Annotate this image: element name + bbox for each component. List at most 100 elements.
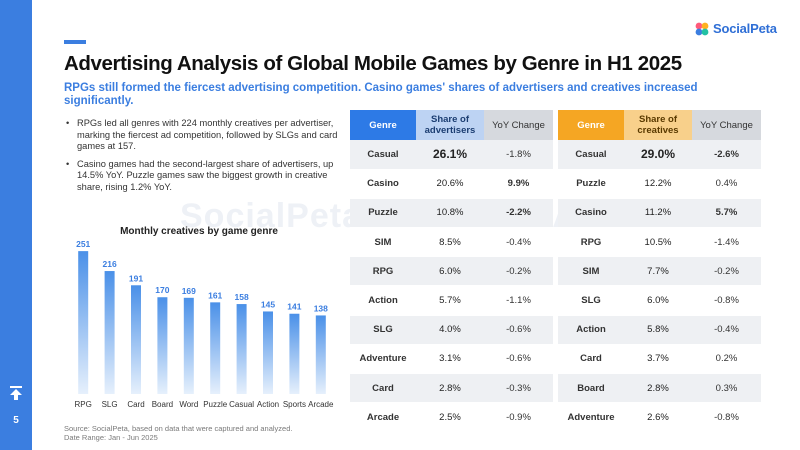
- chart-data-label: 251: [76, 239, 90, 249]
- brand-name: SocialPeta: [713, 21, 777, 36]
- cre-cell-share: 10.5%: [624, 227, 692, 258]
- cre-cell-share: 2.6%: [624, 402, 692, 433]
- chart-x-tick-label: Word: [179, 400, 198, 409]
- chart-data-label: 141: [287, 302, 301, 312]
- adv-cell-share: 5.7%: [416, 285, 484, 316]
- page-number: 5: [13, 415, 19, 426]
- adv-cell-genre: Casual: [350, 140, 416, 170]
- cre-cell-genre: Casual: [558, 140, 624, 170]
- cre-table-row: Casino 11.2% 5.7%: [558, 198, 761, 229]
- adv-cell-yoy: -2.2%: [484, 198, 553, 229]
- cre-header-yoy: YoY Change: [692, 110, 761, 140]
- date-range: Date Range: Jan - Jun 2025: [64, 433, 158, 442]
- adv-table-row: Casino 20.6% 9.9%: [350, 169, 553, 199]
- adv-cell-yoy: -0.6%: [484, 344, 553, 375]
- key-finding: RPGs led all genres with 224 monthly cre…: [64, 118, 340, 153]
- chart-bar: [131, 285, 141, 394]
- chart-data-label: 216: [103, 259, 117, 269]
- cre-table-row: SLG 6.0% -0.8%: [558, 285, 761, 316]
- adv-cell-genre: Card: [350, 373, 416, 404]
- cre-cell-genre: Puzzle: [558, 169, 624, 199]
- side-strip: 5: [0, 0, 32, 450]
- chart-data-label: 191: [129, 273, 143, 283]
- adv-cell-yoy: -0.4%: [484, 227, 553, 258]
- chart-x-tick-label: Card: [127, 400, 144, 409]
- chart-x-tick-label: Puzzle: [203, 400, 228, 409]
- adv-cell-genre: SIM: [350, 227, 416, 258]
- adv-cell-share: 3.1%: [416, 344, 484, 375]
- adv-cell-yoy: 9.9%: [484, 169, 553, 199]
- adv-cell-share: 10.8%: [416, 198, 484, 229]
- chart-data-label: 158: [235, 292, 249, 302]
- adv-table-row: RPG 6.0% -0.2%: [350, 256, 553, 287]
- adv-cell-yoy: -0.9%: [484, 402, 553, 433]
- adv-cell-share: 4.0%: [416, 315, 484, 345]
- cre-cell-genre: Card: [558, 344, 624, 375]
- chart-data-label: 138: [314, 303, 328, 313]
- adv-table-row: Adventure 3.1% -0.6%: [350, 344, 553, 375]
- cre-table-row: Board 2.8% 0.3%: [558, 373, 761, 404]
- adv-table-row: Casual 26.1% -1.8%: [350, 140, 553, 170]
- chart-data-label: 170: [155, 285, 169, 295]
- cre-cell-share: 3.7%: [624, 344, 692, 375]
- adv-cell-genre: RPG: [350, 256, 416, 287]
- cre-table-row: Casual 29.0% -2.6%: [558, 140, 761, 170]
- adv-cell-yoy: -0.3%: [484, 373, 553, 404]
- source-note: Source: SocialPeta, based on data that w…: [64, 424, 293, 433]
- chart-x-tick-label: RPG: [75, 400, 92, 409]
- cre-cell-genre: RPG: [558, 227, 624, 258]
- adv-table-row: SIM 8.5% -0.4%: [350, 227, 553, 258]
- cre-cell-yoy: -2.6%: [692, 140, 761, 170]
- page-title: Advertising Analysis of Global Mobile Ga…: [64, 52, 682, 75]
- adv-cell-genre: Puzzle: [350, 198, 416, 229]
- cre-cell-yoy: -0.8%: [692, 285, 761, 316]
- cre-cell-genre: Casino: [558, 198, 624, 229]
- advertisers-share-table: Genre Share of advertisers YoY Change Ca…: [350, 110, 553, 433]
- cre-cell-genre: Board: [558, 373, 624, 404]
- adv-cell-share: 2.8%: [416, 373, 484, 404]
- adv-table-row: Card 2.8% -0.3%: [350, 373, 553, 404]
- chart-x-tick-label: Arcade: [308, 400, 334, 409]
- cre-cell-yoy: -1.4%: [692, 227, 761, 258]
- cre-cell-yoy: -0.4%: [692, 315, 761, 345]
- footer: Source: SocialPeta, based on data that w…: [64, 424, 293, 442]
- cre-header-genre: Genre: [558, 110, 624, 140]
- cre-cell-share: 12.2%: [624, 169, 692, 199]
- chart-x-tick-label: Casual: [229, 400, 254, 409]
- chart-data-label: 161: [208, 290, 222, 300]
- adv-cell-genre: Action: [350, 285, 416, 316]
- brand-logo-icon: [695, 22, 709, 35]
- adv-cell-genre: Casino: [350, 169, 416, 199]
- adv-cell-yoy: -0.6%: [484, 315, 553, 345]
- chart-x-tick-label: SLG: [102, 400, 118, 409]
- cre-cell-share: 29.0%: [624, 140, 692, 170]
- key-finding: Casino games had the second-largest shar…: [64, 159, 340, 194]
- chart-bar: [104, 271, 115, 394]
- chart-bar: [157, 297, 168, 394]
- adv-table-row: Action 5.7% -1.1%: [350, 285, 553, 316]
- creatives-share-table: Genre Share of creatives YoY Change Casu…: [558, 110, 761, 433]
- chart-bar: [236, 304, 247, 394]
- scroll-to-top-icon[interactable]: [7, 384, 25, 402]
- chart-bar: [263, 311, 273, 394]
- cre-cell-share: 6.0%: [624, 285, 692, 316]
- chart-data-label: 145: [261, 299, 275, 309]
- cre-table-row: Adventure 2.6% -0.8%: [558, 402, 761, 433]
- brand-logo: SocialPeta: [695, 21, 777, 36]
- cre-cell-share: 5.8%: [624, 315, 692, 345]
- chart-bar: [183, 297, 194, 394]
- adv-header-yoy: YoY Change: [484, 110, 553, 140]
- cre-cell-genre: Adventure: [558, 402, 624, 433]
- cre-cell-yoy: -0.2%: [692, 256, 761, 287]
- adv-cell-genre: Adventure: [350, 344, 416, 375]
- chart-bar: [78, 251, 89, 394]
- adv-cell-share: 6.0%: [416, 256, 484, 287]
- chart-x-tick-label: Board: [152, 400, 173, 409]
- cre-cell-share: 2.8%: [624, 373, 692, 404]
- cre-cell-yoy: -0.8%: [692, 402, 761, 433]
- chart-bar: [210, 302, 221, 394]
- title-accent-bar: [64, 40, 86, 44]
- chart-bar: [315, 315, 326, 394]
- adv-table-row: Arcade 2.5% -0.9%: [350, 402, 553, 433]
- adv-cell-yoy: -1.8%: [484, 140, 553, 170]
